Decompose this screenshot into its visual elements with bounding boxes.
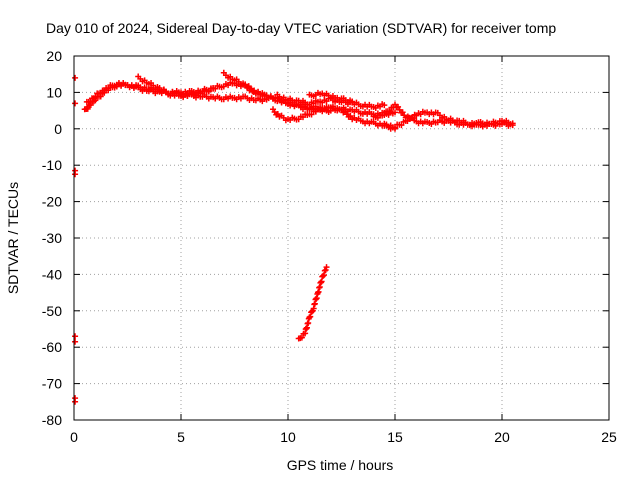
y-axis-title: SDTVAR / TECUs bbox=[5, 182, 21, 294]
data-point bbox=[306, 314, 313, 321]
y-tick-label: 10 bbox=[46, 84, 62, 100]
y-tick-label: 20 bbox=[46, 48, 62, 64]
data-point bbox=[509, 120, 516, 127]
data-point bbox=[72, 100, 79, 107]
y-tick-label: -30 bbox=[42, 230, 62, 246]
data-point bbox=[84, 105, 91, 112]
y-tick-label: -20 bbox=[42, 194, 62, 210]
data-point bbox=[72, 338, 79, 345]
data-point bbox=[392, 124, 398, 131]
data-point bbox=[298, 334, 305, 341]
data-point bbox=[87, 98, 94, 105]
data-point bbox=[392, 109, 398, 116]
y-tick-label: 0 bbox=[54, 121, 62, 137]
data-point bbox=[72, 74, 79, 81]
data-point bbox=[312, 108, 319, 115]
data-point bbox=[322, 267, 329, 274]
data-point bbox=[321, 267, 328, 274]
y-tick-label: -40 bbox=[42, 266, 62, 282]
data-point bbox=[97, 90, 104, 97]
x-axis-title: GPS time / hours bbox=[287, 457, 394, 473]
x-tick-label: 15 bbox=[387, 429, 403, 445]
data-point bbox=[72, 171, 79, 178]
x-tick-label: 0 bbox=[70, 429, 78, 445]
data-point bbox=[251, 87, 258, 94]
y-tick-label: -50 bbox=[42, 303, 62, 319]
y-tick-label: -10 bbox=[42, 157, 62, 173]
y-tick-label: -80 bbox=[42, 412, 62, 428]
x-tick-label: 25 bbox=[601, 429, 617, 445]
data-point bbox=[72, 398, 79, 405]
x-tick-label: 5 bbox=[177, 429, 185, 445]
data-point bbox=[398, 122, 405, 129]
data-point bbox=[347, 112, 354, 119]
data-point bbox=[381, 111, 388, 118]
y-tick-label: -60 bbox=[42, 339, 62, 355]
data-point bbox=[320, 272, 327, 279]
y-tick-label: -70 bbox=[42, 376, 62, 392]
data-point bbox=[307, 313, 314, 320]
data-points bbox=[72, 69, 516, 405]
data-point bbox=[386, 108, 393, 115]
data-point bbox=[320, 272, 327, 279]
data-point bbox=[105, 85, 112, 92]
chart-title: Day 010 of 2024, Sidereal Day-to-day VTE… bbox=[46, 20, 556, 36]
data-point bbox=[308, 111, 315, 118]
axis-ticks: 0 5 10 15 20 25 20 10 0 -10 -20 -30 -40 -50 -60 -70 -80 bbox=[42, 48, 617, 445]
x-tick-label: 20 bbox=[494, 429, 510, 445]
data-point bbox=[92, 93, 99, 100]
data-point bbox=[72, 333, 79, 340]
x-tick-label: 10 bbox=[280, 429, 296, 445]
data-point bbox=[349, 98, 356, 105]
data-point bbox=[323, 264, 330, 271]
data-point bbox=[381, 102, 388, 109]
